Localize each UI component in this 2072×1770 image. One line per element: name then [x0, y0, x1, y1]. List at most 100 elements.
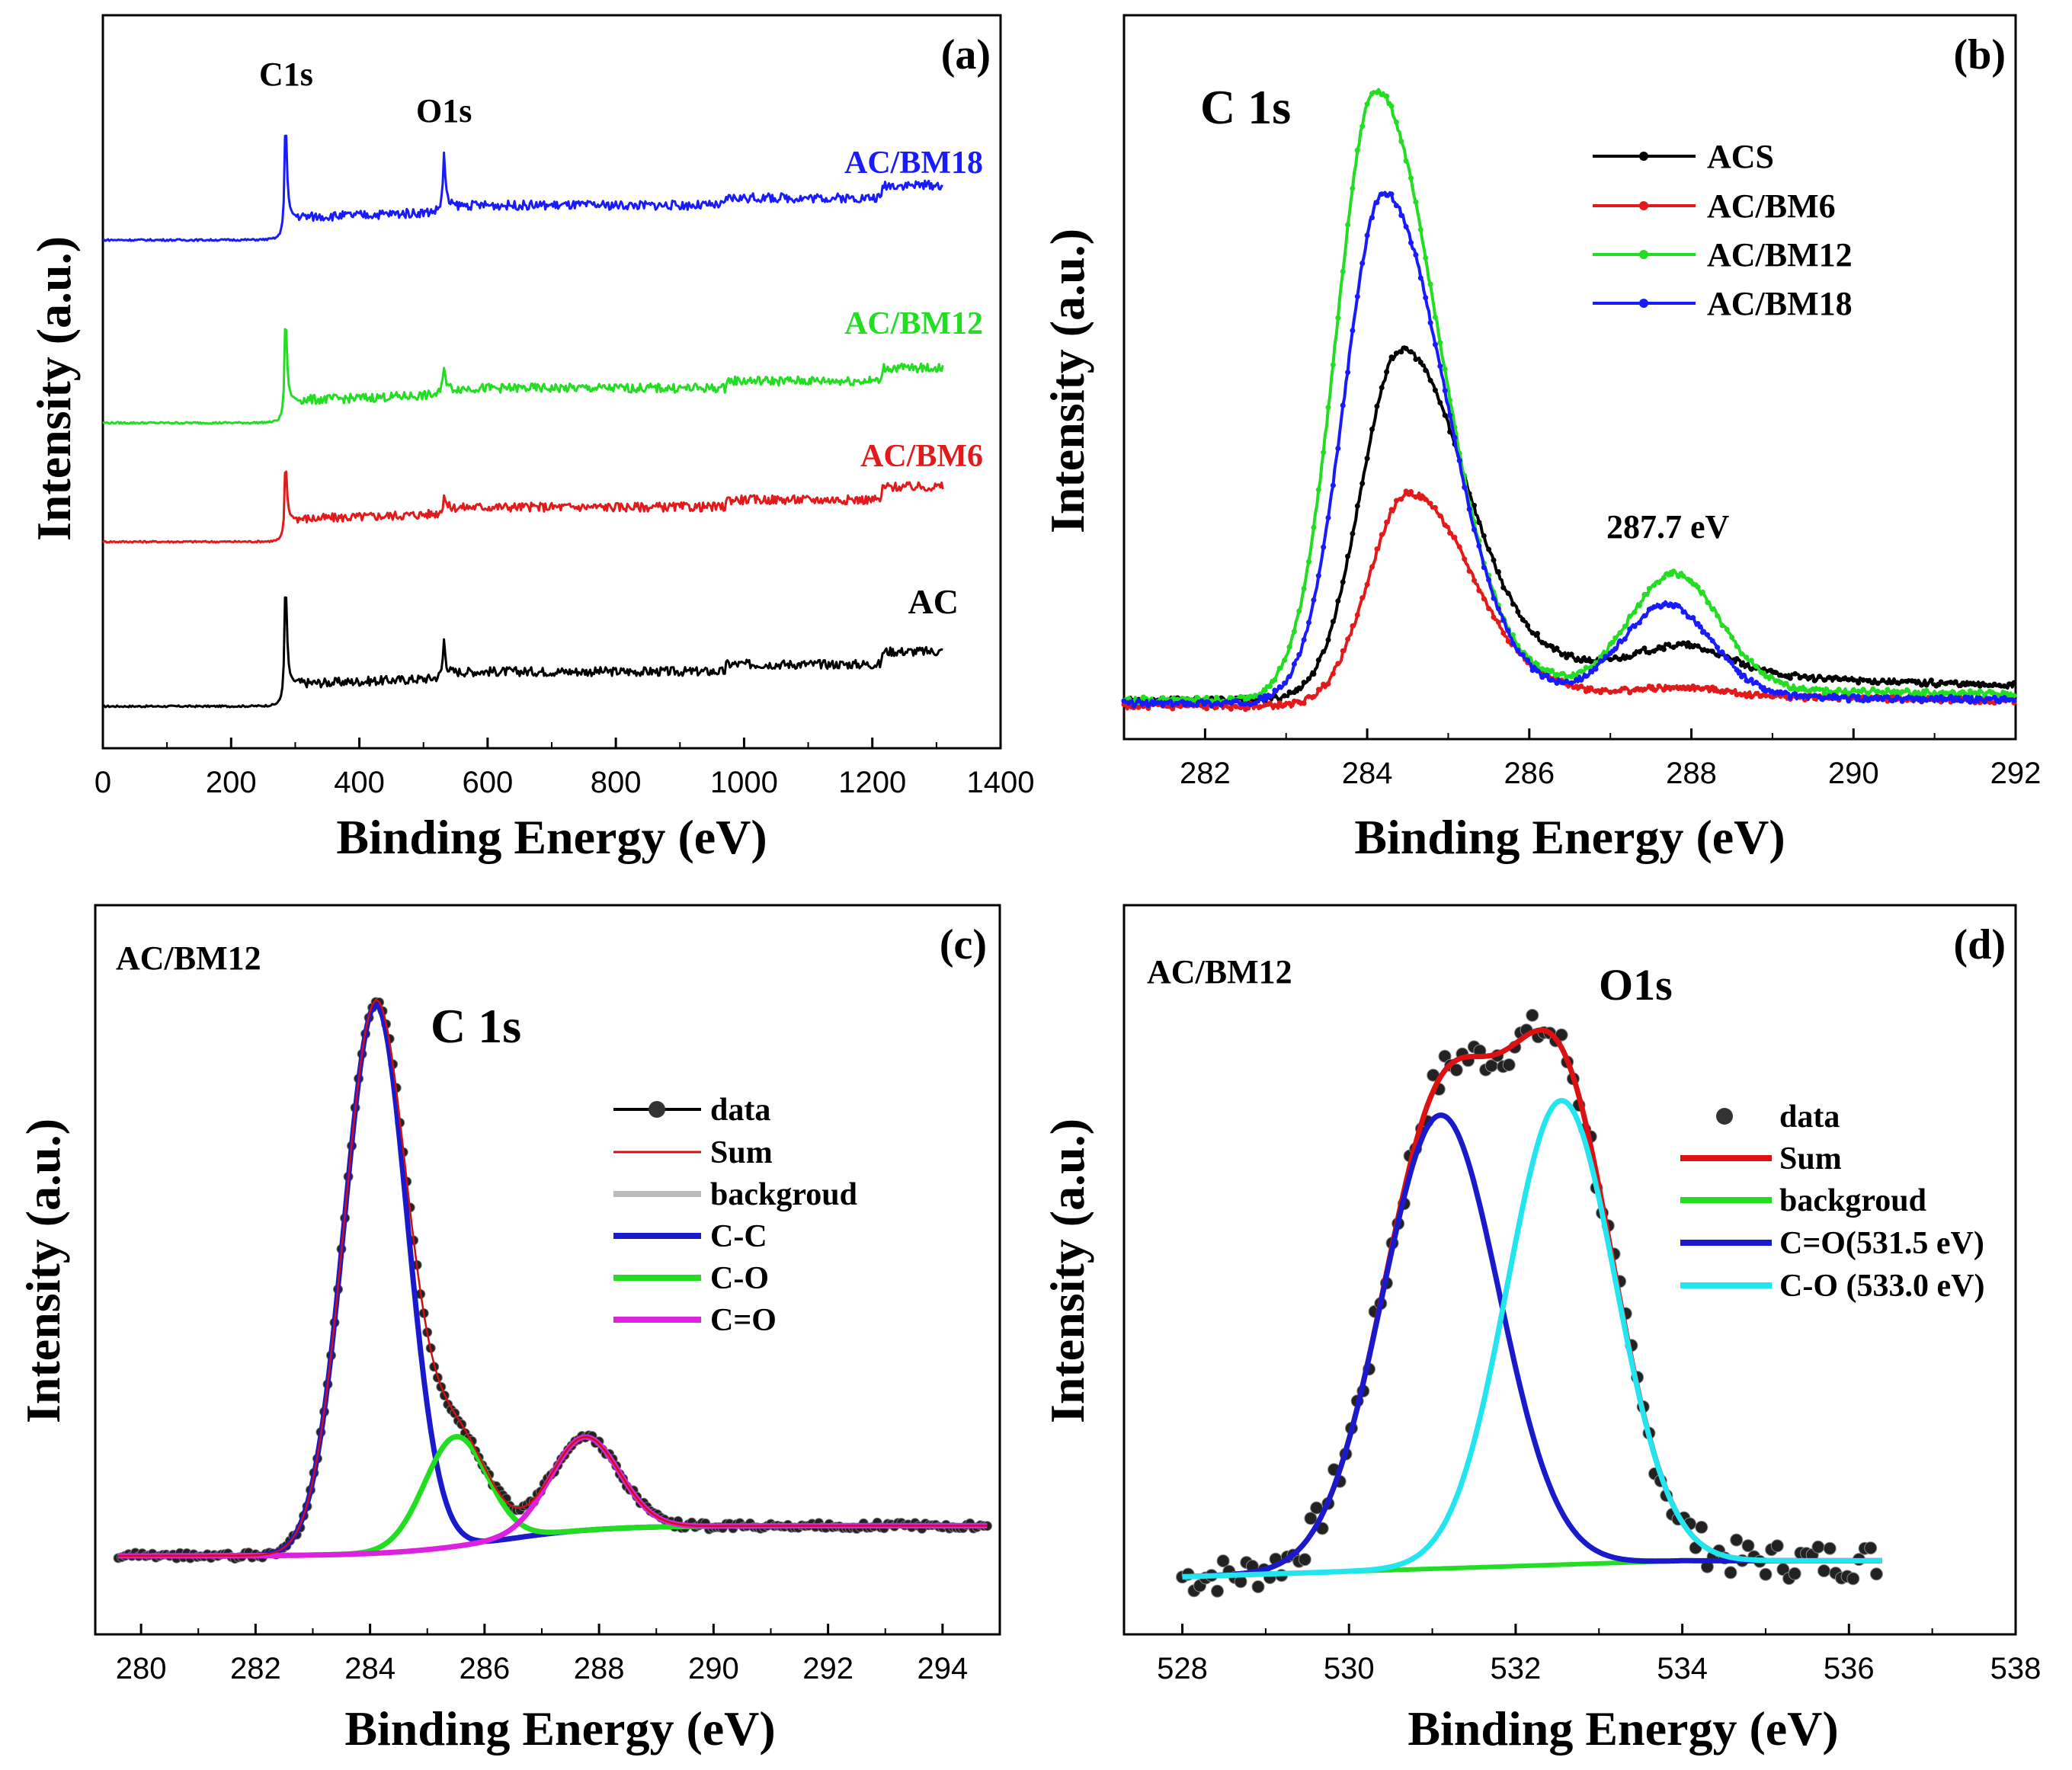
data-point: [1811, 677, 1817, 683]
series-line-sum: [118, 999, 988, 1557]
data-point: [1841, 690, 1846, 696]
data-point: [1797, 675, 1803, 681]
data-point: [1617, 688, 1623, 694]
data-point: [1452, 534, 1458, 540]
data-point: [1432, 341, 1438, 347]
panel-d-legend: data Sum backgroud C=O(531.5 eV) C-O (53…: [1680, 1099, 1984, 1304]
data-point: [1715, 688, 1721, 694]
data-point: [1792, 691, 1798, 697]
data-point: [1894, 694, 1901, 700]
data-point: [1379, 385, 1385, 391]
data-point: [1646, 650, 1652, 656]
data-point: [1622, 623, 1628, 629]
data-point: [1913, 691, 1920, 697]
legend-label-sum: Sum: [710, 1135, 773, 1170]
data-point: [1821, 690, 1827, 696]
data-point: [1651, 648, 1657, 654]
data-point: [1452, 435, 1458, 440]
legend-label-background: backgroud: [1779, 1183, 1926, 1218]
data-point: [1928, 677, 1934, 683]
data-point: [1943, 680, 1949, 687]
data-point: [1982, 699, 1988, 705]
data-point: [1393, 498, 1399, 504]
data-point: [1792, 671, 1798, 677]
data-point: [1660, 575, 1667, 581]
data-point: [1987, 682, 1993, 688]
series-line-c-eq-o-531-5-ev: [1181, 1112, 1884, 1580]
data-point: [1899, 698, 1905, 704]
panel-a-x-axis-title: Binding Energy (eV): [336, 810, 767, 864]
data-point: [1345, 553, 1351, 559]
data-point: [1335, 315, 1341, 321]
data-point: [1306, 559, 1311, 565]
data-point: [1286, 644, 1292, 650]
data-point: [1384, 192, 1390, 198]
data-point: [1977, 688, 1983, 694]
legend-item-background: backgroud: [1680, 1183, 1926, 1218]
x-tick-label: 0: [94, 766, 111, 799]
data-point: [1286, 700, 1292, 706]
data-point: [1340, 648, 1346, 654]
data-point: [1539, 674, 1545, 680]
data-point: [1719, 623, 1725, 629]
data-point: [1875, 688, 1881, 694]
data-point: [1554, 645, 1560, 651]
data-point: [1719, 649, 1725, 655]
data-point: [1870, 680, 1876, 686]
data-point: [1568, 680, 1574, 686]
legend-label-c-c: C-C: [710, 1219, 767, 1254]
data-point: [1889, 680, 1895, 685]
data-point: [1690, 683, 1696, 689]
panel-b: 282 284 286 288 290 292 (b) C 1s 287.7 eV ACS…: [1040, 14, 2041, 864]
data-point: [1962, 682, 1968, 688]
data-point: [1529, 630, 1536, 636]
series-markers-ac-bm18: [1121, 191, 2017, 709]
data-point: [1403, 158, 1409, 164]
data-point: [1194, 702, 1200, 708]
data-point: [1943, 690, 1949, 696]
data-point: [1690, 644, 1696, 650]
data-point: [2001, 695, 2007, 701]
legend-item-c-eq-o: C=O(531.5 eV): [1680, 1226, 1984, 1261]
data-point: [1597, 690, 1603, 696]
data-point: [1345, 222, 1351, 228]
data-point: [1359, 595, 1366, 601]
data-point: [1393, 350, 1399, 357]
data-point: [1758, 684, 1764, 690]
data-point: [1904, 678, 1910, 684]
data-point: [1301, 586, 1307, 592]
data-point: [1627, 626, 1633, 632]
data-point: [1778, 689, 1783, 695]
data-point: [1676, 686, 1681, 691]
data-point: [1282, 680, 1288, 687]
data-point: [1282, 693, 1288, 699]
data-point: [1782, 690, 1789, 696]
data-point: [1660, 646, 1667, 652]
data-point: [1753, 663, 1760, 669]
data-point: [1500, 584, 1507, 591]
data-point: [1758, 693, 1764, 699]
data-point: [1549, 667, 1555, 674]
data-point: [1374, 546, 1380, 552]
data-point: [1627, 613, 1633, 619]
data-point: [1315, 487, 1321, 493]
data-point: [1656, 603, 1662, 609]
data-point: [1948, 680, 1954, 685]
data-point: [1486, 546, 1492, 552]
data-point: [1491, 557, 1497, 563]
data-point: [1213, 700, 1219, 706]
data-point: [1685, 640, 1691, 646]
data-point: [1549, 677, 1555, 683]
data-point: [1773, 670, 1779, 676]
data-point: [1170, 702, 1176, 708]
data-point: [1315, 657, 1321, 663]
legend-item-ac-bm6: AC/BM6: [1593, 187, 1836, 225]
data-point: [1913, 680, 1920, 686]
legend-label-ac-bm6: AC/BM6: [1707, 187, 1836, 225]
data-point: [1472, 502, 1477, 508]
data-point: [1933, 683, 1939, 689]
data-point: [1437, 340, 1443, 346]
data-point: [1699, 647, 1705, 653]
panel-a-ticks: 0 200 400 600 800 1000 1200 1400: [94, 738, 1034, 799]
data-point: [1641, 687, 1648, 693]
